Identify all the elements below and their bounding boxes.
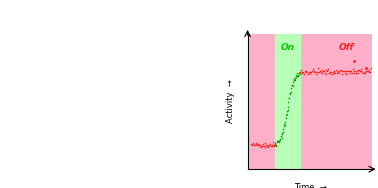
Text: Off: Off xyxy=(338,43,354,52)
Text: Activity  →: Activity → xyxy=(226,80,235,123)
Text: On: On xyxy=(280,43,294,52)
Bar xyxy=(275,34,300,169)
Text: Time  →: Time → xyxy=(294,183,326,188)
